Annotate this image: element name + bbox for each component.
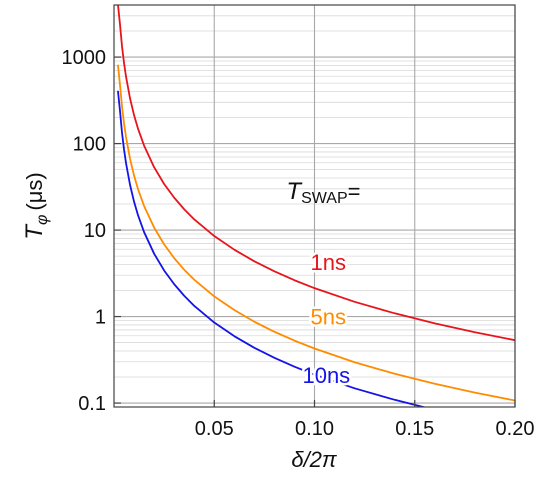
x-axis-label: δ/2π: [291, 447, 338, 472]
legend-title-suffix: =: [348, 179, 361, 204]
y-axis-label: Tφ (μs): [21, 172, 51, 239]
curve-label-5ns: 5ns: [310, 305, 345, 330]
annotation-layer: 1ns 5ns 10ns TSWAP=: [286, 178, 360, 391]
y-tick-label: 10: [84, 220, 106, 242]
series-line-1ns: [117, 5, 515, 342]
series-layer: [117, 5, 515, 407]
ticks-layer: 0.1 1 10 100 1000 0.05 0.10 0.15 0.20: [62, 47, 535, 440]
y-tick-label: 1: [95, 307, 106, 329]
y-axis-label-main: T: [21, 223, 48, 240]
curve-label-1ns: 1ns: [310, 250, 345, 275]
x-tick-label: 0.05: [195, 418, 234, 440]
legend-title: TSWAP=: [286, 178, 360, 207]
legend-title-main: T: [286, 178, 303, 205]
series-line-5ns: [117, 64, 515, 402]
x-tick-label: 0.20: [496, 418, 535, 440]
legend-title-sub: SWAP: [301, 190, 348, 207]
y-axis-label-sub: φ: [34, 215, 51, 225]
x-tick-label: 0.10: [295, 418, 334, 440]
y-tick-label: 1000: [62, 47, 107, 69]
y-tick-label: 0.1: [78, 393, 106, 415]
y-tick-label: 100: [73, 134, 106, 156]
y-axis-label-unit: (μs): [22, 172, 47, 210]
series-line-10ns: [117, 90, 427, 407]
curve-label-10ns: 10ns: [302, 363, 350, 388]
x-tick-label: 0.15: [395, 418, 434, 440]
